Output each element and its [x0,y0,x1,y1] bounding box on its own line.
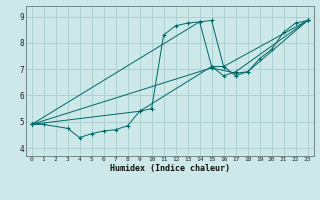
X-axis label: Humidex (Indice chaleur): Humidex (Indice chaleur) [109,164,230,173]
